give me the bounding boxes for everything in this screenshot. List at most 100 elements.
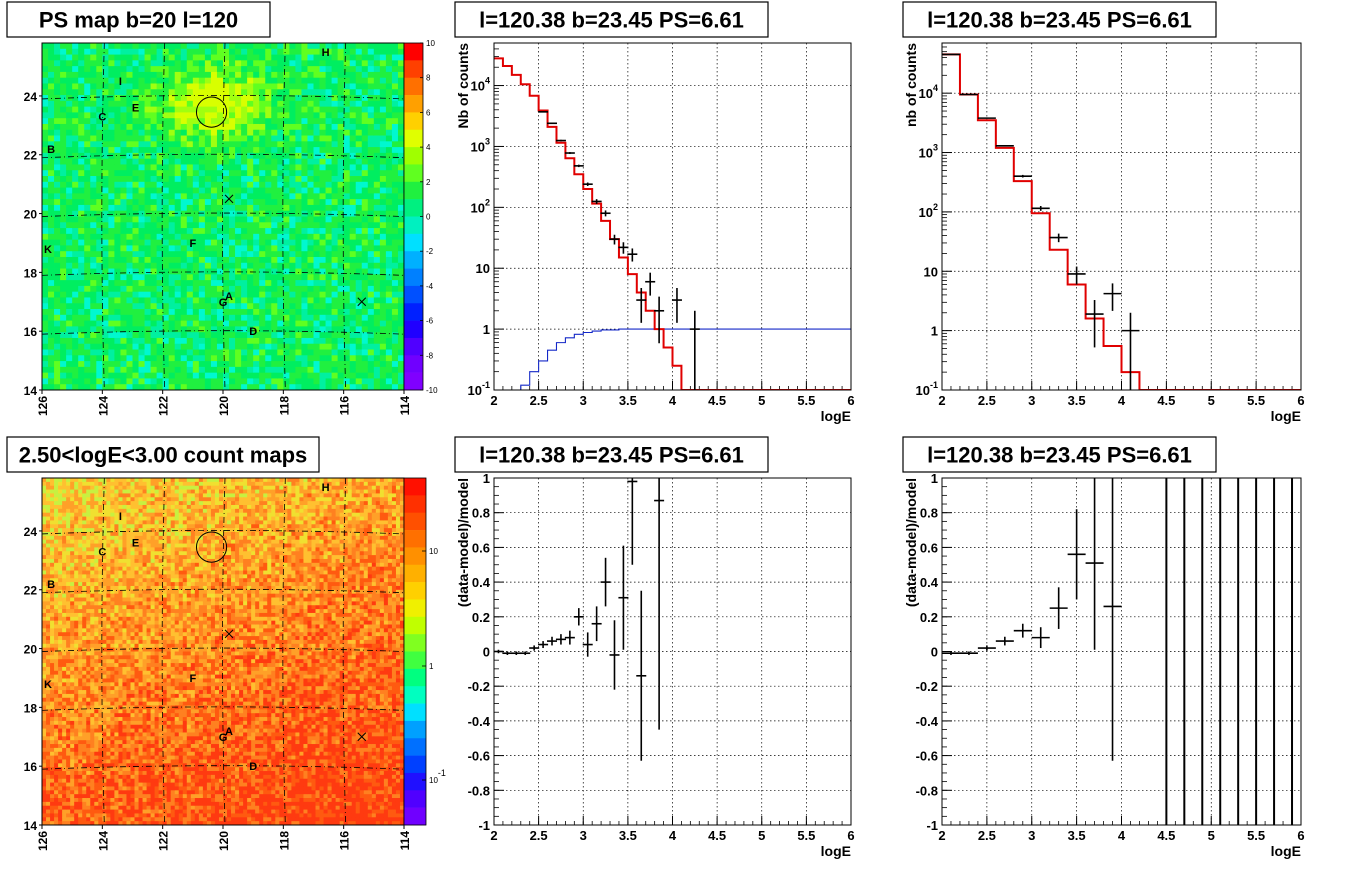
ps_map-cell xyxy=(265,187,272,194)
ps_map-cell xyxy=(84,164,91,171)
count_map-cell xyxy=(54,628,59,633)
count_map-cell xyxy=(42,755,47,760)
ps_map-cell xyxy=(223,378,230,385)
count_map-cell xyxy=(70,790,75,795)
ps_map-cell xyxy=(241,210,248,217)
count_map-cell xyxy=(70,493,75,498)
ps_map-cell xyxy=(349,106,357,113)
count_map-cell xyxy=(78,543,83,548)
count_map-cell xyxy=(58,693,63,699)
ps_map-cell xyxy=(397,176,405,183)
ps_map-cell xyxy=(126,77,133,84)
ps_map-cell xyxy=(349,176,357,183)
ps_map-cell xyxy=(162,129,170,136)
count_map-cell xyxy=(94,794,99,799)
ps_map-cell xyxy=(325,60,332,67)
ps_map-cell xyxy=(301,378,308,385)
ps_map-cell xyxy=(192,384,200,391)
count_map-cell xyxy=(78,562,83,568)
ps_map-cell xyxy=(60,158,67,165)
count_map-cell xyxy=(46,744,51,749)
ps_map-cell xyxy=(223,158,230,165)
ps_map-cell xyxy=(325,71,332,79)
ps_map-cell xyxy=(247,77,254,84)
count_map-cell xyxy=(74,539,79,544)
ps_map-cell xyxy=(114,95,121,102)
ps_map-cell xyxy=(271,176,278,183)
ps_map-cell xyxy=(108,152,115,160)
ps_map-cell xyxy=(229,152,236,160)
ps_map-cell xyxy=(210,349,218,356)
ps_map-cell xyxy=(48,274,55,281)
ps_map-cell xyxy=(84,158,91,165)
ps_map-cell xyxy=(102,77,109,84)
count_map-cell xyxy=(42,570,47,575)
ps_map-cell xyxy=(72,129,79,136)
ps_map-cell xyxy=(235,71,242,79)
ps_map-cell xyxy=(355,291,363,298)
count_map-cell xyxy=(90,720,95,726)
count_map-cell xyxy=(46,632,51,637)
ps_map-palette-band xyxy=(404,43,423,61)
ps_map-cell xyxy=(192,228,200,235)
ps_map-cell xyxy=(319,147,326,154)
ps_map-cell xyxy=(247,89,254,96)
count_map-cell xyxy=(50,601,55,606)
ps_map-cell xyxy=(90,164,97,171)
ps_map-cell xyxy=(241,251,248,258)
count_map-cell xyxy=(86,543,91,548)
ps_map-cell xyxy=(379,337,387,345)
ps_map-cell xyxy=(174,216,182,223)
ps_map-cell xyxy=(102,378,109,385)
ps_map-cell xyxy=(373,210,381,217)
ps_map-cell xyxy=(241,326,248,333)
ps_map-cell xyxy=(132,164,139,171)
ps_map-cell xyxy=(42,378,49,385)
count_map-cell xyxy=(82,609,87,614)
ps_map-cell xyxy=(48,152,55,160)
ps_map-cell xyxy=(307,141,314,148)
ps_map-cell xyxy=(66,141,73,148)
ps_map-cell xyxy=(144,112,151,119)
ps_map-cell xyxy=(144,95,151,102)
ps_map-cell xyxy=(60,170,67,177)
ps_map-cell xyxy=(204,262,212,269)
ps_map-cell xyxy=(156,361,164,368)
ps_map-cell xyxy=(301,170,308,177)
ps_map-cell xyxy=(295,43,302,50)
ps_map-cell xyxy=(277,181,284,188)
count_map-cell xyxy=(86,574,91,579)
ps_map-cell xyxy=(343,158,351,165)
ps_map-cell xyxy=(331,291,339,298)
ps_map-cell xyxy=(138,343,145,350)
count_map-cell xyxy=(70,643,75,649)
ps_map-cell xyxy=(391,135,399,142)
ps_map-cell xyxy=(289,135,296,142)
ps_map-cell xyxy=(132,83,139,90)
ps_map-cell xyxy=(235,152,242,160)
ps_map-cell xyxy=(385,251,393,258)
ps_map-cell xyxy=(126,303,133,310)
ps_map-cell xyxy=(126,245,133,252)
count_map-cell xyxy=(74,774,79,780)
ps_map-cell xyxy=(54,210,61,217)
ps_map-cell xyxy=(198,158,206,165)
ps_map-cell xyxy=(216,193,224,200)
ps_map-cell xyxy=(48,112,55,119)
count_map-cell xyxy=(94,728,99,733)
count_map-cell xyxy=(78,817,83,822)
ps_map-cell xyxy=(168,366,176,374)
count_map-cell xyxy=(82,624,87,629)
ps_map-ytick-label: 18 xyxy=(24,266,38,280)
ps_map-cell xyxy=(271,239,278,246)
count_map-cell xyxy=(82,767,87,772)
ps_map-cell xyxy=(229,233,236,241)
ps_map-cell xyxy=(108,147,115,154)
ps_map-cell xyxy=(379,123,387,131)
ps_map-cell xyxy=(253,141,260,148)
ps_map-cell xyxy=(66,343,73,350)
count_map-cell xyxy=(62,478,67,483)
ps_map-cell xyxy=(229,355,236,362)
ps_map-cell xyxy=(168,256,176,264)
ps_map-cell xyxy=(204,210,212,217)
